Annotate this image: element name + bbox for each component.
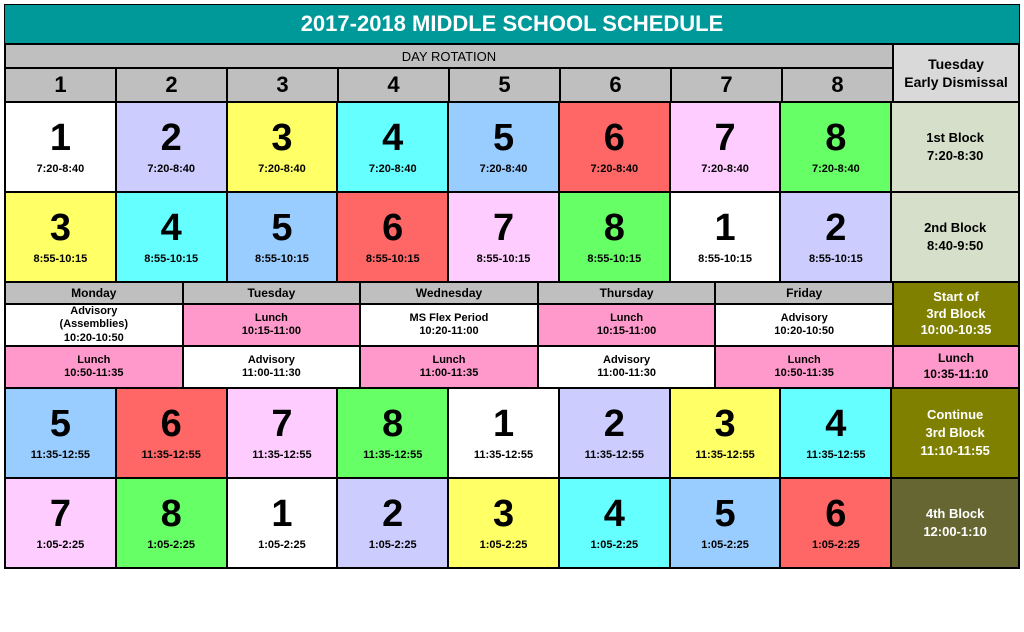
day-header-2: 2 — [116, 68, 227, 102]
block-row-4: 71:05-2:2581:05-2:2511:05-2:2521:05-2:25… — [5, 478, 1019, 568]
period-cell: 411:35-12:55 — [780, 388, 891, 478]
mid-cell: Lunch10:50-11:35 — [715, 346, 893, 388]
mid-cell: Lunch10:50-11:35 — [5, 346, 183, 388]
day-header-6: 6 — [560, 68, 671, 102]
period-cell: 81:05-2:25 — [116, 478, 227, 568]
period-cell: 311:35-12:55 — [670, 388, 781, 478]
period-cell: 811:35-12:55 — [337, 388, 448, 478]
period-cell: 711:35-12:55 — [227, 388, 338, 478]
mid-cell: Advisory11:00-11:30 — [183, 346, 361, 388]
day-number-header-row: 12345678 — [5, 68, 893, 102]
weekday-friday: Friday — [715, 282, 893, 304]
lunch-side: Lunch10:35-11:10 — [893, 346, 1019, 388]
mid-cell: Lunch10:15-11:00 — [183, 304, 361, 346]
period-cell: 38:55-10:15 — [5, 192, 116, 282]
block-row-1: 17:20-8:4027:20-8:4037:20-8:4047:20-8:40… — [5, 102, 1019, 192]
side-block: 4th Block12:00-1:10 — [891, 478, 1019, 568]
period-cell: 41:05-2:25 — [559, 478, 670, 568]
period-cell: 61:05-2:25 — [780, 478, 891, 568]
period-cell: 511:35-12:55 — [5, 388, 116, 478]
mid-section: MondayTuesdayWednesdayThursdayFridayAdvi… — [5, 282, 1019, 346]
period-cell: 17:20-8:40 — [5, 102, 116, 192]
mid-row-1: Advisory(Assemblies)10:20-10:50Lunch10:1… — [5, 304, 893, 346]
period-cell: 67:20-8:40 — [559, 102, 670, 192]
period-cell: 57:20-8:40 — [448, 102, 559, 192]
tuesday-early-dismissal-header: Tuesday Early Dismissal — [893, 44, 1019, 102]
period-cell: 28:55-10:15 — [780, 192, 891, 282]
side-block: 2nd Block8:40-9:50 — [891, 192, 1019, 282]
schedule-title: 2017-2018 MIDDLE SCHOOL SCHEDULE — [5, 5, 1019, 44]
period-cell: 71:05-2:25 — [5, 478, 116, 568]
mid-row-2-wrap: Lunch10:50-11:35Advisory11:00-11:30Lunch… — [5, 346, 1019, 388]
period-cell: 37:20-8:40 — [227, 102, 338, 192]
period-cell: 58:55-10:15 — [227, 192, 338, 282]
period-cell: 111:35-12:55 — [448, 388, 559, 478]
mid-cell: Lunch11:00-11:35 — [360, 346, 538, 388]
period-cell: 77:20-8:40 — [670, 102, 781, 192]
period-cell: 88:55-10:15 — [559, 192, 670, 282]
block-row-3: 511:35-12:55611:35-12:55711:35-12:55811:… — [5, 388, 1019, 478]
day-header-5: 5 — [449, 68, 560, 102]
header-row: DAY ROTATION 12345678 Tuesday Early Dism… — [5, 44, 1019, 102]
start-3rd-block-side: Start of3rd Block10:00-10:35 — [893, 282, 1019, 346]
schedule-container: 2017-2018 MIDDLE SCHOOL SCHEDULE DAY ROT… — [4, 4, 1020, 569]
weekday-monday: Monday — [5, 282, 183, 304]
mid-cell: Lunch10:15-11:00 — [538, 304, 716, 346]
day-header-8: 8 — [782, 68, 893, 102]
day-rotation-label: DAY ROTATION — [5, 44, 893, 68]
period-cell: 68:55-10:15 — [337, 192, 448, 282]
period-cell: 611:35-12:55 — [116, 388, 227, 478]
period-cell: 31:05-2:25 — [448, 478, 559, 568]
period-cell: 78:55-10:15 — [448, 192, 559, 282]
mid-cell: Advisory11:00-11:30 — [538, 346, 716, 388]
period-cell: 18:55-10:15 — [670, 192, 781, 282]
day-header-7: 7 — [671, 68, 782, 102]
period-cell: 47:20-8:40 — [337, 102, 448, 192]
weekday-thursday: Thursday — [538, 282, 716, 304]
day-header-4: 4 — [338, 68, 449, 102]
day-header-3: 3 — [227, 68, 338, 102]
period-cell: 51:05-2:25 — [670, 478, 781, 568]
mid-cell: MS Flex Period10:20-11:00 — [360, 304, 538, 346]
period-cell: 211:35-12:55 — [559, 388, 670, 478]
weekday-header-row: MondayTuesdayWednesdayThursdayFriday — [5, 282, 893, 304]
side-block: Continue3rd Block11:10-11:55 — [891, 388, 1019, 478]
period-cell: 48:55-10:15 — [116, 192, 227, 282]
weekday-tuesday: Tuesday — [183, 282, 361, 304]
mid-cell: Advisory(Assemblies)10:20-10:50 — [5, 304, 183, 346]
day-header-1: 1 — [5, 68, 116, 102]
mid-cell: Advisory10:20-10:50 — [715, 304, 893, 346]
side-block: 1st Block7:20-8:30 — [891, 102, 1019, 192]
weekday-wednesday: Wednesday — [360, 282, 538, 304]
block-row-2: 38:55-10:1548:55-10:1558:55-10:1568:55-1… — [5, 192, 1019, 282]
period-cell: 21:05-2:25 — [337, 478, 448, 568]
period-cell: 87:20-8:40 — [780, 102, 891, 192]
period-cell: 27:20-8:40 — [116, 102, 227, 192]
period-cell: 11:05-2:25 — [227, 478, 338, 568]
